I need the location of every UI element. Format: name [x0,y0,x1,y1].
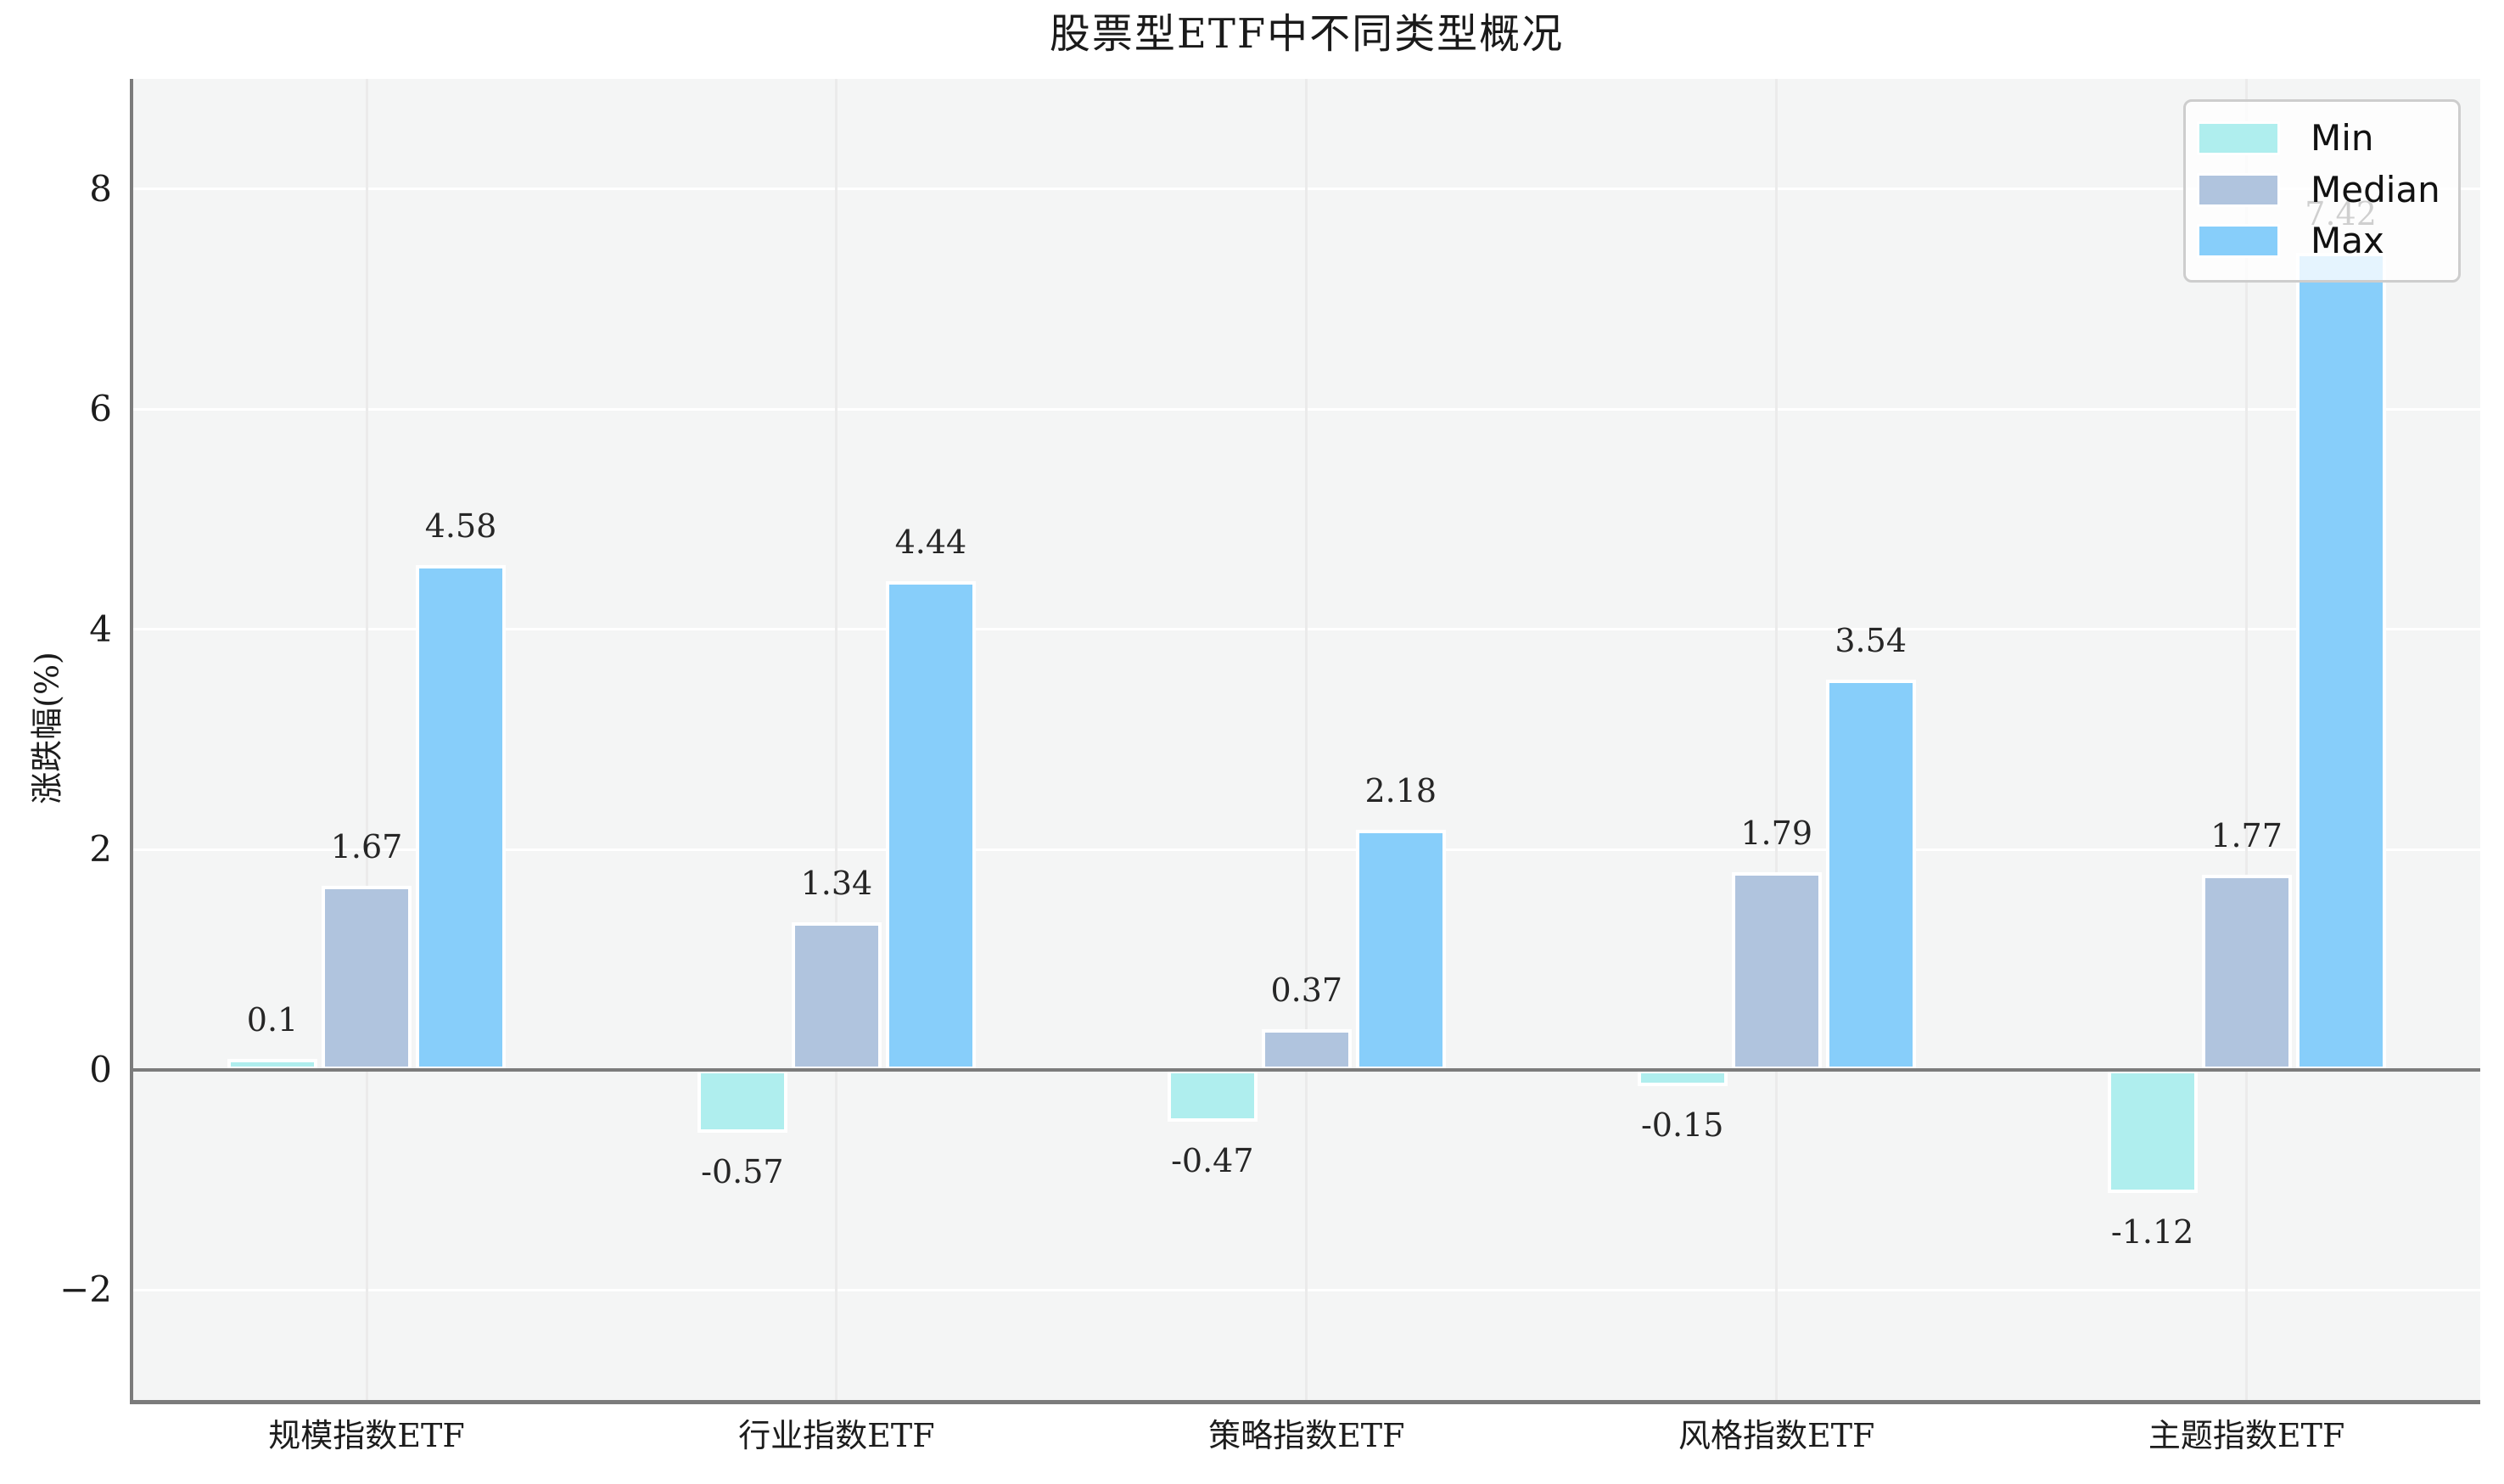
bar-min-1 [697,1069,787,1133]
bar-min-4 [2107,1069,2198,1194]
value-label-min-0: 0.1 [246,1000,299,1039]
bar-min-3 [1637,1069,1728,1087]
legend-label-median: Median [2311,168,2440,210]
bar-min-0 [227,1058,317,1070]
x-tick-label-3: 风格指数ETF [1678,1417,1875,1454]
bar-median-4 [2201,875,2292,1070]
y-tick-label--2: −2 [59,1268,112,1311]
bar-max-3 [1825,680,1916,1070]
x-tick-label-4: 主题指数ETF [2148,1417,2345,1454]
bar-median-2 [1261,1028,1352,1070]
legend-label-min: Min [2311,117,2374,159]
gridline-x-0 [365,79,368,1400]
value-label-median-2: 0.37 [1270,971,1343,1009]
legend-swatch-median [2197,172,2280,207]
y-tick-label-2: 2 [89,828,112,871]
value-label-min-2: -0.47 [1171,1141,1254,1179]
gridline-x-1 [835,79,838,1400]
legend-item-min: Min [2197,120,2445,157]
value-label-max-2: 2.18 [1364,771,1437,809]
y-tick-label-8: 8 [89,167,112,210]
zero-line [133,1067,2480,1072]
value-label-max-0: 4.58 [424,507,497,546]
bar-median-0 [322,886,412,1070]
bar-min-2 [1167,1069,1258,1122]
legend-item-max: Max [2197,222,2445,260]
gridline-x-2 [1305,79,1308,1400]
value-label-median-1: 1.34 [800,864,873,902]
value-label-min-1: -0.57 [701,1152,784,1190]
value-label-max-3: 3.54 [1835,622,1907,660]
bar-median-1 [791,921,882,1070]
legend-label-max: Max [2311,220,2384,261]
legend-item-median: Median [2197,171,2445,209]
bar-max-2 [1355,829,1446,1070]
value-label-max-1: 4.44 [894,523,967,561]
bar-max-0 [416,565,506,1070]
value-label-median-3: 1.79 [1740,815,1812,853]
legend-swatch-max [2197,224,2280,258]
x-axis-spine [130,1400,2480,1404]
value-label-min-3: -0.15 [1640,1106,1724,1145]
y-axis-label: 涨跌幅(%) [28,652,66,804]
gridline-x-3 [1775,79,1779,1400]
value-label-median-4: 1.77 [2210,817,2283,855]
y-axis-spine [130,79,133,1403]
gridline-x-4 [2245,79,2249,1400]
x-tick-label-2: 策略指数ETF [1208,1417,1405,1454]
value-label-median-0: 1.67 [330,828,403,866]
legend: Min Median Max [2183,99,2461,283]
value-label-min-4: -1.12 [2110,1213,2194,1252]
plot-area: 0.1 -0.57 -0.47 -0.15 -1.12 1.67 1.34 0.37 1.79 1… [130,79,2480,1404]
legend-swatch-min [2197,121,2280,155]
y-tick-label-0: 0 [89,1048,112,1090]
y-tick-label-6: 6 [89,388,112,430]
x-tick-label-1: 行业指数ETF [738,1417,935,1454]
bar-max-1 [885,580,976,1070]
chart-title: 股票型ETF中不同类型概况 [1049,10,1565,58]
x-tick-label-0: 规模指数ETF [268,1417,465,1454]
bar-median-3 [1731,872,1822,1070]
y-tick-label-4: 4 [89,608,112,650]
bar-max-4 [2295,253,2386,1070]
